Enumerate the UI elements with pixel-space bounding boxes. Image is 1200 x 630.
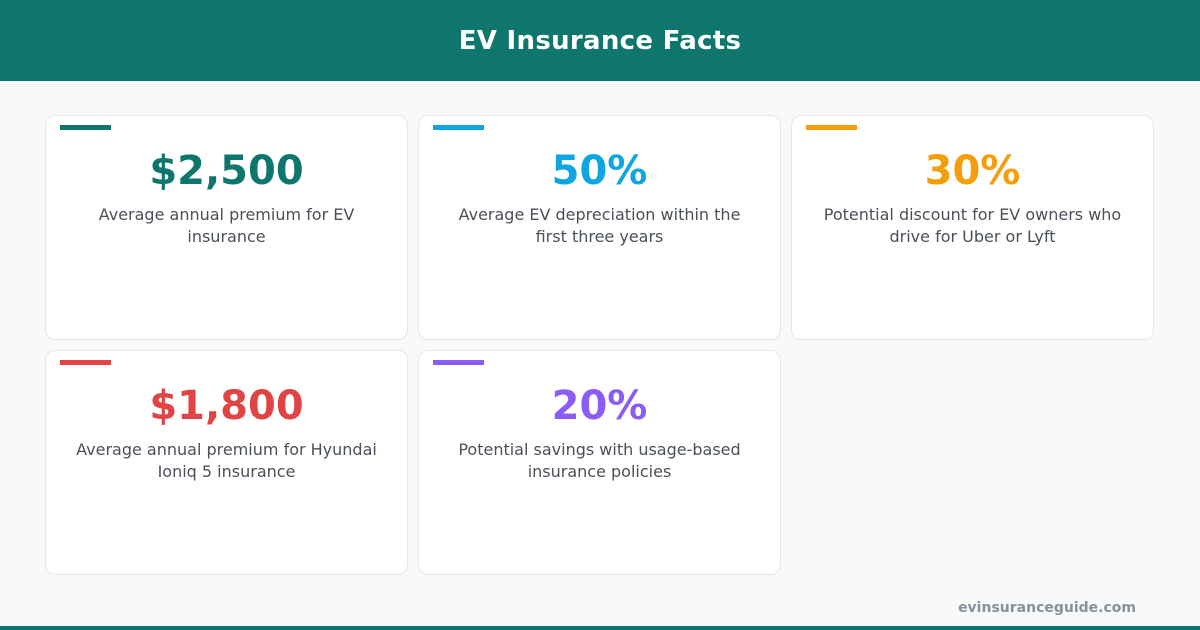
card-accent-bar bbox=[806, 125, 857, 130]
fact-card-rideshare-discount: 30% Potential discount for EV owners who… bbox=[791, 115, 1154, 340]
fact-value: $1,800 bbox=[149, 383, 304, 429]
fact-value: 50% bbox=[551, 148, 648, 194]
fact-card-usage-savings: 20% Potential savings with usage-based i… bbox=[418, 350, 781, 575]
fact-description: Average annual premium for Hyundai Ioniq… bbox=[76, 440, 377, 481]
page-header: EV Insurance Facts bbox=[0, 0, 1200, 81]
card-accent-bar bbox=[433, 125, 484, 130]
site-url: evinsuranceguide.com bbox=[958, 600, 1136, 616]
fact-description: Potential discount for EV owners who dri… bbox=[823, 205, 1122, 246]
fact-value: 30% bbox=[924, 148, 1021, 194]
page-title: EV Insurance Facts bbox=[458, 25, 742, 56]
fact-card-annual-premium: $2,500 Average annual premium for EV ins… bbox=[45, 115, 408, 340]
bottom-border bbox=[0, 626, 1200, 630]
card-accent-bar bbox=[433, 360, 484, 365]
card-accent-bar bbox=[60, 360, 111, 365]
fact-description: Potential savings with usage-based insur… bbox=[458, 440, 741, 481]
fact-value: $2,500 bbox=[149, 148, 304, 194]
fact-description: Average EV depreciation within the first… bbox=[458, 205, 741, 246]
fact-value: 20% bbox=[551, 383, 648, 429]
fact-card-depreciation: 50% Average EV depreciation within the f… bbox=[418, 115, 781, 340]
fact-card-ioniq-premium: $1,800 Average annual premium for Hyunda… bbox=[45, 350, 408, 575]
fact-description: Average annual premium for EV insurance bbox=[98, 205, 355, 246]
card-accent-bar bbox=[60, 125, 111, 130]
